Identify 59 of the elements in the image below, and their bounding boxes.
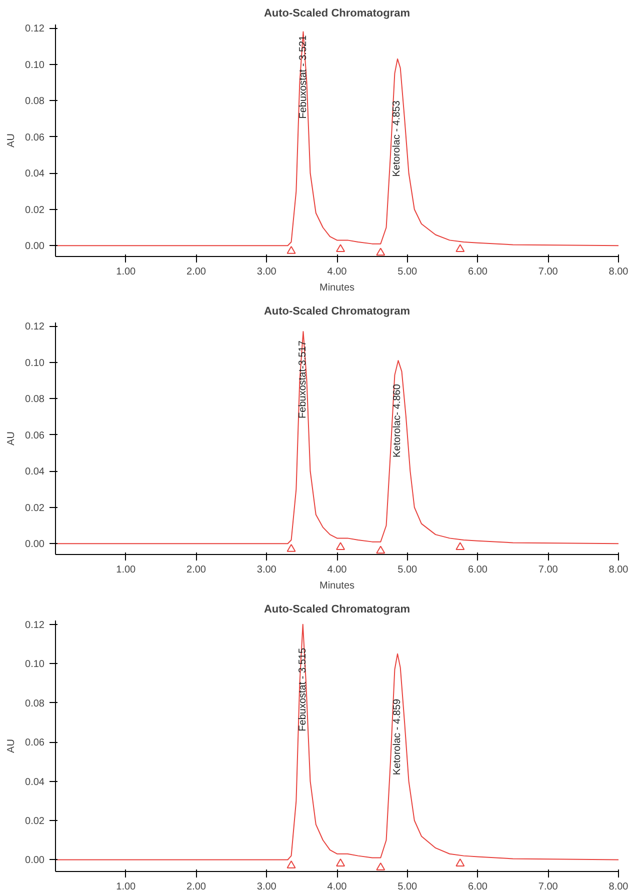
y-tick-label: 0.02 (25, 204, 45, 216)
x-tick-label: 3.00 (256, 564, 277, 576)
y-axis-title: AU (6, 134, 18, 148)
y-tick-label: 0.04 (25, 466, 45, 478)
y-tick-label: 0.00 (25, 539, 45, 550)
y-tick-label: 0.06 (25, 430, 45, 442)
y-tick-label: 0.08 (25, 698, 45, 710)
chart-title: Auto-Scaled Chromatogram (264, 8, 410, 20)
annotation: Febuxostat - 3.521 (298, 34, 309, 119)
x-tick-label: 7.00 (538, 882, 558, 892)
annotation: Febuxostat - 3.515 (297, 648, 308, 732)
y-tick-label: 0.00 (25, 241, 45, 252)
x-axis-title: Minutes (319, 580, 355, 592)
x-tick-label: 8.00 (608, 266, 629, 278)
x-tick-label: 7.00 (538, 564, 558, 576)
y-tick-label: 0.12 (25, 24, 45, 35)
chart-title: Auto-Scaled Chromatogram (264, 306, 410, 318)
y-tick-label: 0.04 (25, 168, 45, 180)
x-tick-label: 1.00 (116, 564, 136, 576)
y-tick-label: 0.02 (25, 816, 45, 828)
x-tick-label: 4.00 (327, 564, 348, 576)
chart-title: Auto-Scaled Chromatogram (264, 604, 410, 616)
y-tick-label: 0.10 (25, 358, 45, 369)
y-tick-label: 0.12 (25, 620, 45, 631)
y-tick-label: 0.08 (25, 394, 45, 406)
annotation: Febuxostat-3.517 (298, 340, 309, 418)
annotation: Ketorolac- 4.860 (392, 384, 404, 458)
y-tick-label: 0.00 (25, 855, 45, 866)
x-tick-label: 7.00 (538, 266, 558, 278)
y-tick-label: 0.06 (25, 132, 45, 144)
x-tick-label: 1.00 (116, 882, 136, 892)
annotation: Ketorolac - 4.853 (392, 100, 403, 177)
x-tick-label: 8.00 (608, 564, 629, 576)
y-axis-title: AU (6, 432, 18, 446)
y-tick-label: 0.08 (25, 96, 45, 108)
y-axis-title: AU (6, 739, 18, 753)
x-tick-label: 5.00 (398, 266, 418, 278)
x-tick-label: 2.00 (186, 882, 206, 892)
y-tick-label: 0.10 (25, 659, 45, 670)
x-tick-label: 3.00 (256, 882, 277, 892)
annotation: Ketorolac - 4.859 (392, 698, 403, 776)
y-tick-label: 0.10 (25, 60, 45, 71)
y-tick-label: 0.04 (25, 776, 45, 788)
x-tick-label: 8.00 (608, 882, 629, 892)
x-tick-label: 6.00 (468, 266, 488, 278)
x-tick-label: 5.00 (398, 882, 418, 892)
x-tick-label: 2.00 (186, 266, 206, 278)
x-tick-label: 6.00 (468, 882, 488, 892)
x-tick-label: 2.00 (186, 564, 206, 576)
y-tick-label: 0.06 (25, 738, 45, 749)
x-tick-label: 3.00 (256, 266, 277, 278)
x-tick-label: 5.00 (398, 564, 418, 576)
x-tick-label: 4.00 (327, 882, 348, 892)
y-tick-label: 0.12 (25, 322, 45, 333)
y-tick-label: 0.02 (25, 502, 45, 514)
x-tick-label: 6.00 (468, 564, 488, 576)
x-axis-title: Minutes (319, 282, 355, 294)
x-tick-label: 4.00 (327, 266, 348, 278)
x-tick-label: 1.00 (116, 266, 136, 278)
